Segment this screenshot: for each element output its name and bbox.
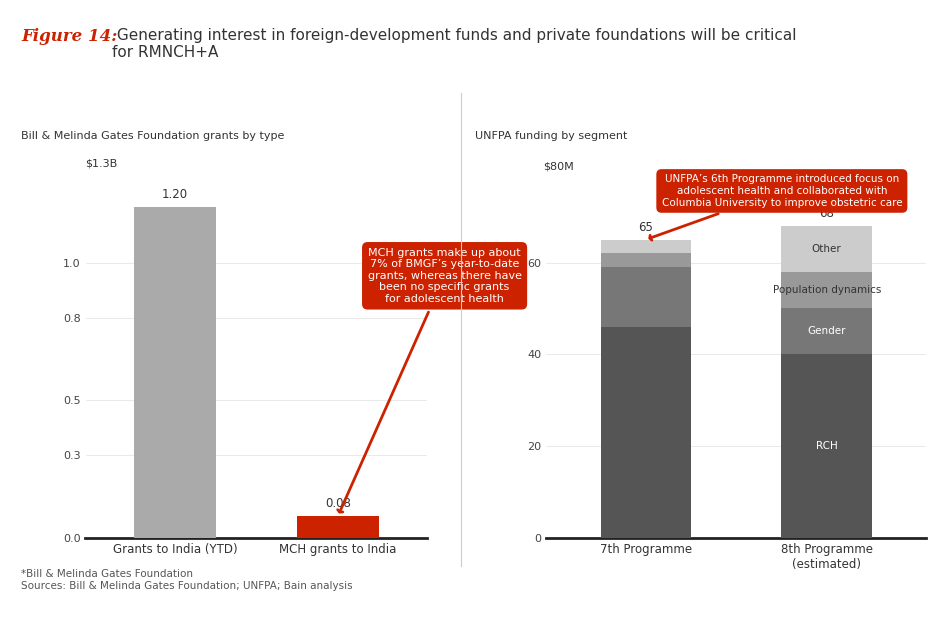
Text: $80M: $80M bbox=[542, 161, 574, 171]
Text: Bill & Melinda Gates Foundation grants by type: Bill & Melinda Gates Foundation grants b… bbox=[21, 131, 284, 141]
Text: UNFPA funding by segment: UNFPA funding by segment bbox=[475, 131, 627, 141]
Bar bbox=[600, 253, 691, 267]
Text: $1.3B: $1.3B bbox=[86, 159, 118, 169]
Text: Generating interest in foreign-development funds and private foundations will be: Generating interest in foreign-developme… bbox=[112, 28, 797, 60]
Text: Population dynamics: Population dynamics bbox=[772, 285, 881, 295]
Bar bbox=[297, 516, 379, 538]
Text: UNFPA likely to maintain sustained focus: UNFPA likely to maintain sustained focus bbox=[575, 108, 831, 118]
Text: MCH grants make up about
7% of BMGF’s year-to-date
grants, whereas there have
be: MCH grants make up about 7% of BMGF’s ye… bbox=[337, 248, 522, 512]
Text: Gender: Gender bbox=[808, 327, 846, 337]
Bar bbox=[782, 309, 872, 355]
Bar bbox=[600, 239, 691, 253]
Bar bbox=[782, 226, 872, 272]
Text: Figure 14:: Figure 14: bbox=[21, 28, 117, 45]
Bar bbox=[600, 267, 691, 327]
Bar bbox=[782, 355, 872, 538]
Text: UNFPA’s 6th Programme introduced focus on
adolescent health and collaborated wit: UNFPA’s 6th Programme introduced focus o… bbox=[650, 174, 902, 240]
Text: 1.20: 1.20 bbox=[162, 188, 188, 200]
Text: Other: Other bbox=[812, 244, 842, 254]
Text: Private foundations like BMGF* will have to step up: Private foundations like BMGF* will have… bbox=[76, 108, 398, 118]
Bar bbox=[600, 327, 691, 538]
Text: RCH: RCH bbox=[816, 441, 838, 451]
Text: 0.08: 0.08 bbox=[325, 498, 351, 511]
Text: *Bill & Melinda Gates Foundation
Sources: Bill & Melinda Gates Foundation; UNFPA: *Bill & Melinda Gates Foundation Sources… bbox=[21, 569, 352, 591]
Bar bbox=[782, 272, 872, 309]
Bar bbox=[134, 208, 216, 538]
Text: 65: 65 bbox=[638, 221, 654, 234]
Text: 68: 68 bbox=[819, 207, 834, 220]
